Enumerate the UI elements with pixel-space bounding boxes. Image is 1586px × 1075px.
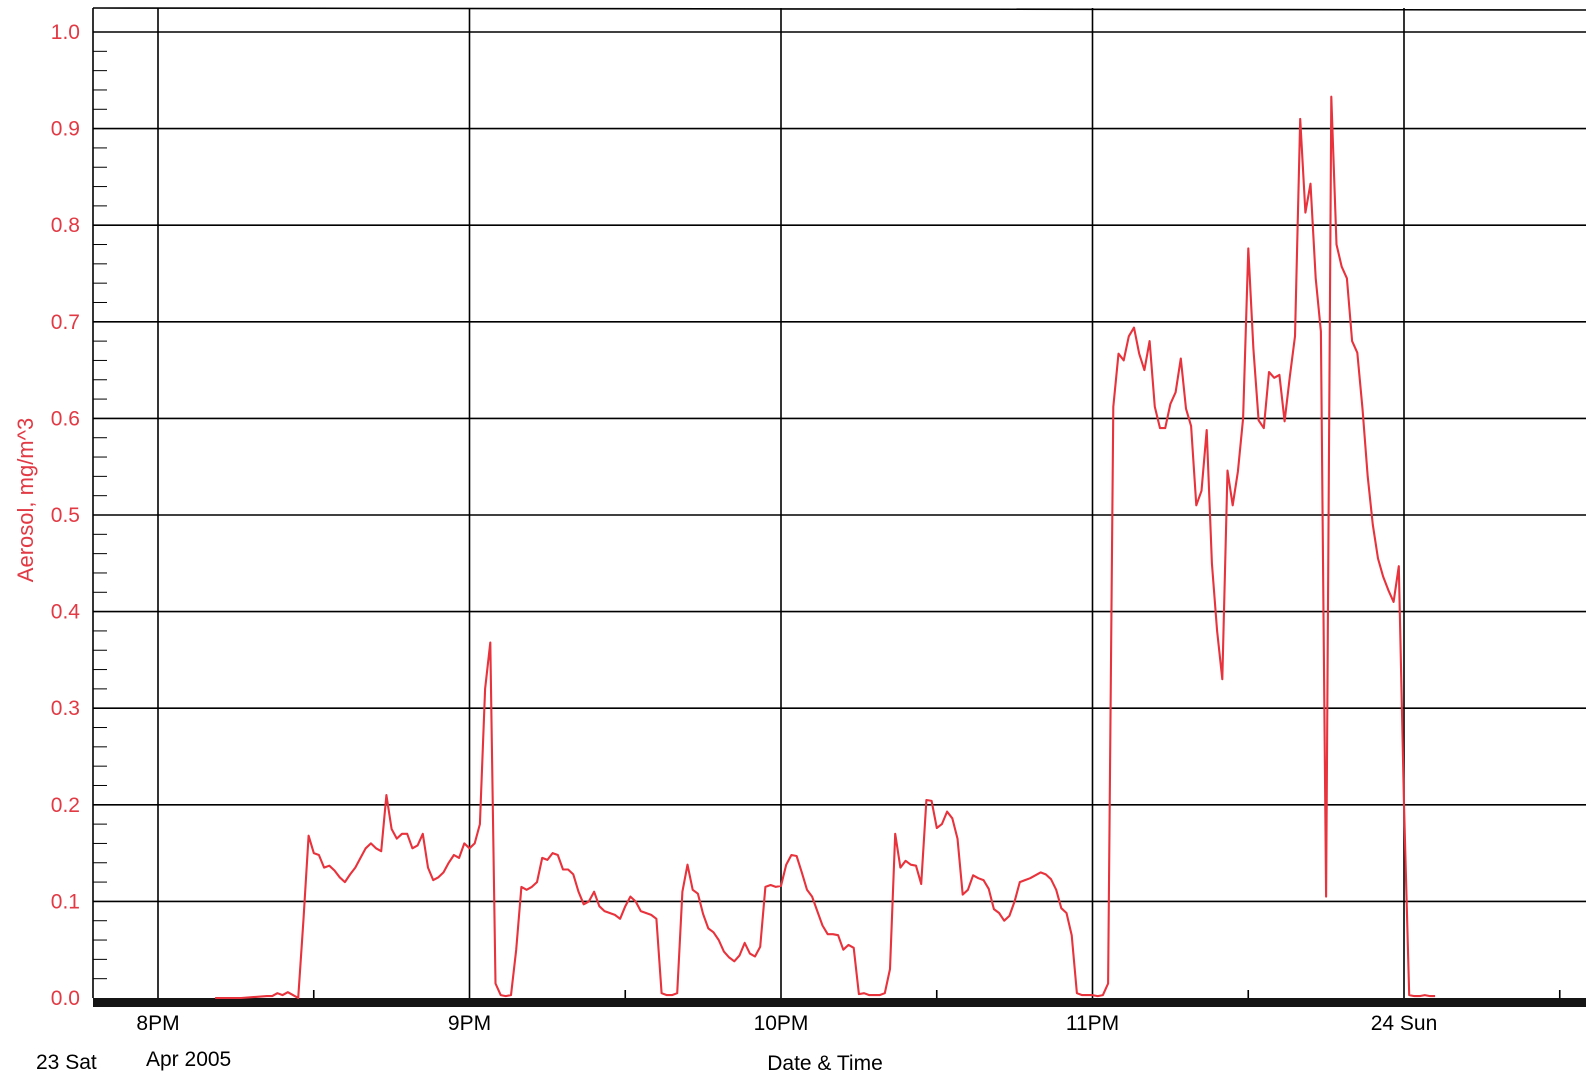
y-tick-label: 0.5 [51,504,80,527]
date-day-label: 23 Sat [36,1051,97,1074]
x-tick-label: 9PM [448,1012,491,1035]
series-layer [215,95,1436,1000]
x-tick-label: 24 Sun [1371,1012,1438,1035]
x-axis [93,990,1586,1007]
y-tick-label: 0.1 [51,890,80,913]
x-tick-label: 8PM [136,1012,179,1035]
grid [92,7,1586,998]
y-tick-label: 0.8 [51,214,80,237]
y-tick-label: 0.4 [51,601,81,624]
y-axis-label: Aerosol, mg/m^3 [13,418,38,582]
x-tick-labels: 8PM 9PM 10PM 11PM 24 Sun [136,1012,1437,1035]
y-tick-label: 0.7 [51,311,80,334]
y-tick-label: 0.9 [51,118,80,141]
y-tick-label: 0.3 [51,697,80,720]
minor-ticks [93,50,107,980]
x-tick-label: 11PM [1066,1012,1119,1035]
x-axis-label: Date & Time [767,1052,883,1075]
top-border-line [92,7,1586,11]
y-tick-label: 0.0 [51,987,80,1010]
y-tick-label: 0.6 [51,407,80,430]
y-tick-label: 0.2 [51,794,80,817]
x-tick-label: 10PM [754,1012,809,1035]
y-tick-label: 1.0 [51,21,80,44]
date-month-label: Apr 2005 [146,1048,231,1071]
x-axis-bar [93,998,1586,1007]
aerosol-series-line [215,95,1436,1000]
y-tick-labels: 0.0 0.1 0.2 0.3 0.4 0.5 0.6 0.7 0.8 0.9 1.0 [51,21,81,1010]
